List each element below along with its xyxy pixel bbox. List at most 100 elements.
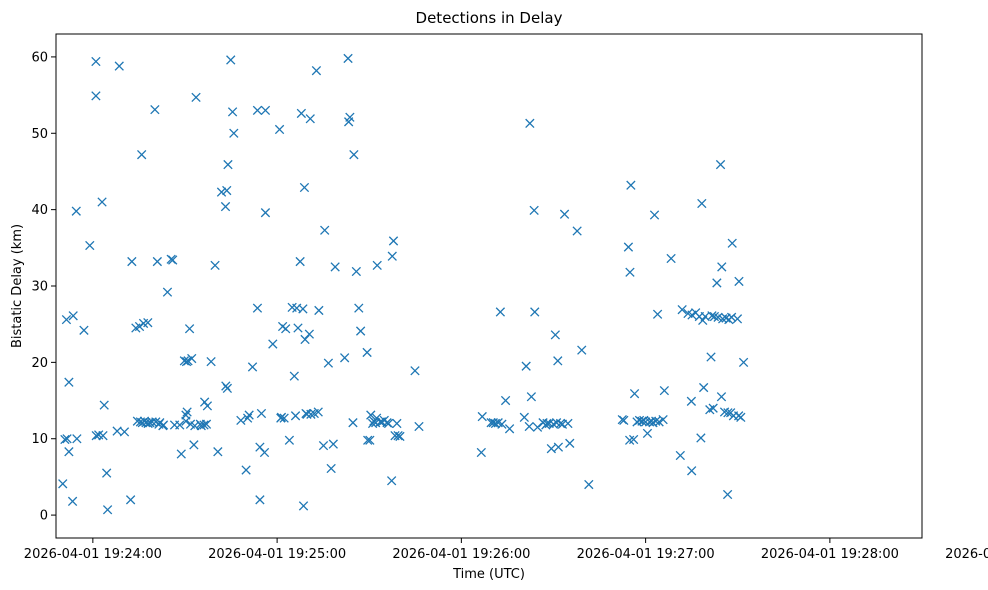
axes: 0 10 20 30 40 50 60 2026-04-01 19:24:00 2026-04-… — [24, 33, 988, 562]
data-point — [532, 422, 543, 432]
data-point — [675, 450, 685, 461]
data-point — [150, 104, 160, 115]
data-point — [623, 242, 634, 252]
data-point — [355, 326, 366, 336]
plot-frame — [55, 33, 923, 539]
y-tick-label: 0 — [40, 509, 48, 524]
data-point — [386, 476, 397, 486]
data-point — [102, 505, 113, 515]
data-point — [168, 255, 178, 265]
data-point — [256, 408, 267, 419]
data-point — [58, 479, 68, 489]
data-point — [314, 305, 324, 316]
data-point — [716, 392, 727, 402]
data-point — [216, 187, 227, 197]
data-point — [147, 417, 157, 427]
data-point — [649, 210, 660, 220]
data-point — [62, 434, 72, 444]
data-point — [187, 353, 197, 364]
data-point — [176, 449, 186, 459]
data-point — [242, 413, 253, 423]
data-point — [162, 287, 173, 297]
data-markers — [58, 53, 749, 515]
data-point — [553, 356, 563, 366]
data-point — [300, 334, 310, 345]
data-point — [330, 262, 340, 272]
data-point — [715, 159, 726, 170]
data-point — [550, 330, 560, 340]
data-point — [504, 424, 515, 434]
data-point — [634, 415, 645, 426]
data-point — [67, 496, 78, 507]
data-point — [393, 431, 403, 441]
data-point — [72, 434, 82, 444]
y-tick-label: 40 — [31, 203, 48, 218]
data-point — [222, 185, 232, 196]
data-point — [305, 114, 315, 124]
y-tick-label: 10 — [31, 432, 48, 447]
data-point — [476, 447, 486, 458]
data-point — [279, 413, 289, 423]
data-point — [260, 105, 271, 116]
data-point — [717, 262, 727, 272]
data-point — [299, 182, 310, 193]
data-point — [222, 383, 233, 393]
data-point — [61, 314, 72, 325]
data-point — [652, 309, 663, 319]
x-axis-title: Time (UTC) — [452, 567, 525, 582]
data-point — [659, 385, 670, 396]
data-point — [343, 53, 353, 64]
data-point — [677, 305, 687, 315]
data-point — [563, 418, 573, 429]
data-point — [241, 465, 251, 475]
data-point — [320, 225, 330, 235]
data-point — [64, 447, 74, 457]
data-point — [199, 420, 209, 430]
data-point — [302, 409, 312, 419]
data-point — [392, 418, 402, 429]
data-point — [284, 435, 295, 445]
data-point — [530, 307, 540, 317]
data-point — [98, 431, 108, 441]
data-point — [328, 439, 338, 449]
data-point — [628, 434, 639, 445]
data-point — [247, 362, 258, 372]
data-point — [340, 353, 350, 363]
y-tick-label: 50 — [31, 127, 48, 142]
data-point — [697, 198, 707, 209]
data-point — [229, 128, 239, 138]
data-point — [226, 55, 236, 65]
data-point — [175, 420, 185, 430]
data-point — [736, 412, 746, 423]
data-point — [362, 347, 372, 358]
data-point — [686, 396, 697, 406]
x-tick-label: 2026-04-01 19:27:00 — [577, 547, 715, 562]
data-point — [71, 206, 81, 216]
data-point — [383, 418, 394, 429]
data-point — [500, 395, 511, 406]
y-tick-label: 20 — [31, 356, 48, 371]
data-point — [734, 276, 744, 287]
data-point — [181, 416, 191, 426]
data-point — [268, 339, 278, 349]
data-point — [497, 419, 507, 429]
data-point — [134, 321, 145, 332]
data-point — [125, 495, 136, 505]
data-point — [91, 431, 101, 441]
data-point — [127, 256, 137, 267]
data-point — [687, 466, 697, 476]
data-point — [546, 443, 556, 454]
data-point — [354, 303, 364, 313]
data-point — [260, 208, 271, 218]
data-point — [293, 323, 303, 333]
data-point — [726, 312, 737, 322]
data-point — [143, 317, 153, 328]
data-point — [388, 236, 399, 246]
data-point — [289, 371, 299, 381]
data-point — [223, 159, 233, 170]
data-point — [274, 124, 285, 135]
data-point — [152, 256, 163, 267]
data-point — [182, 407, 192, 417]
data-point — [112, 426, 122, 436]
